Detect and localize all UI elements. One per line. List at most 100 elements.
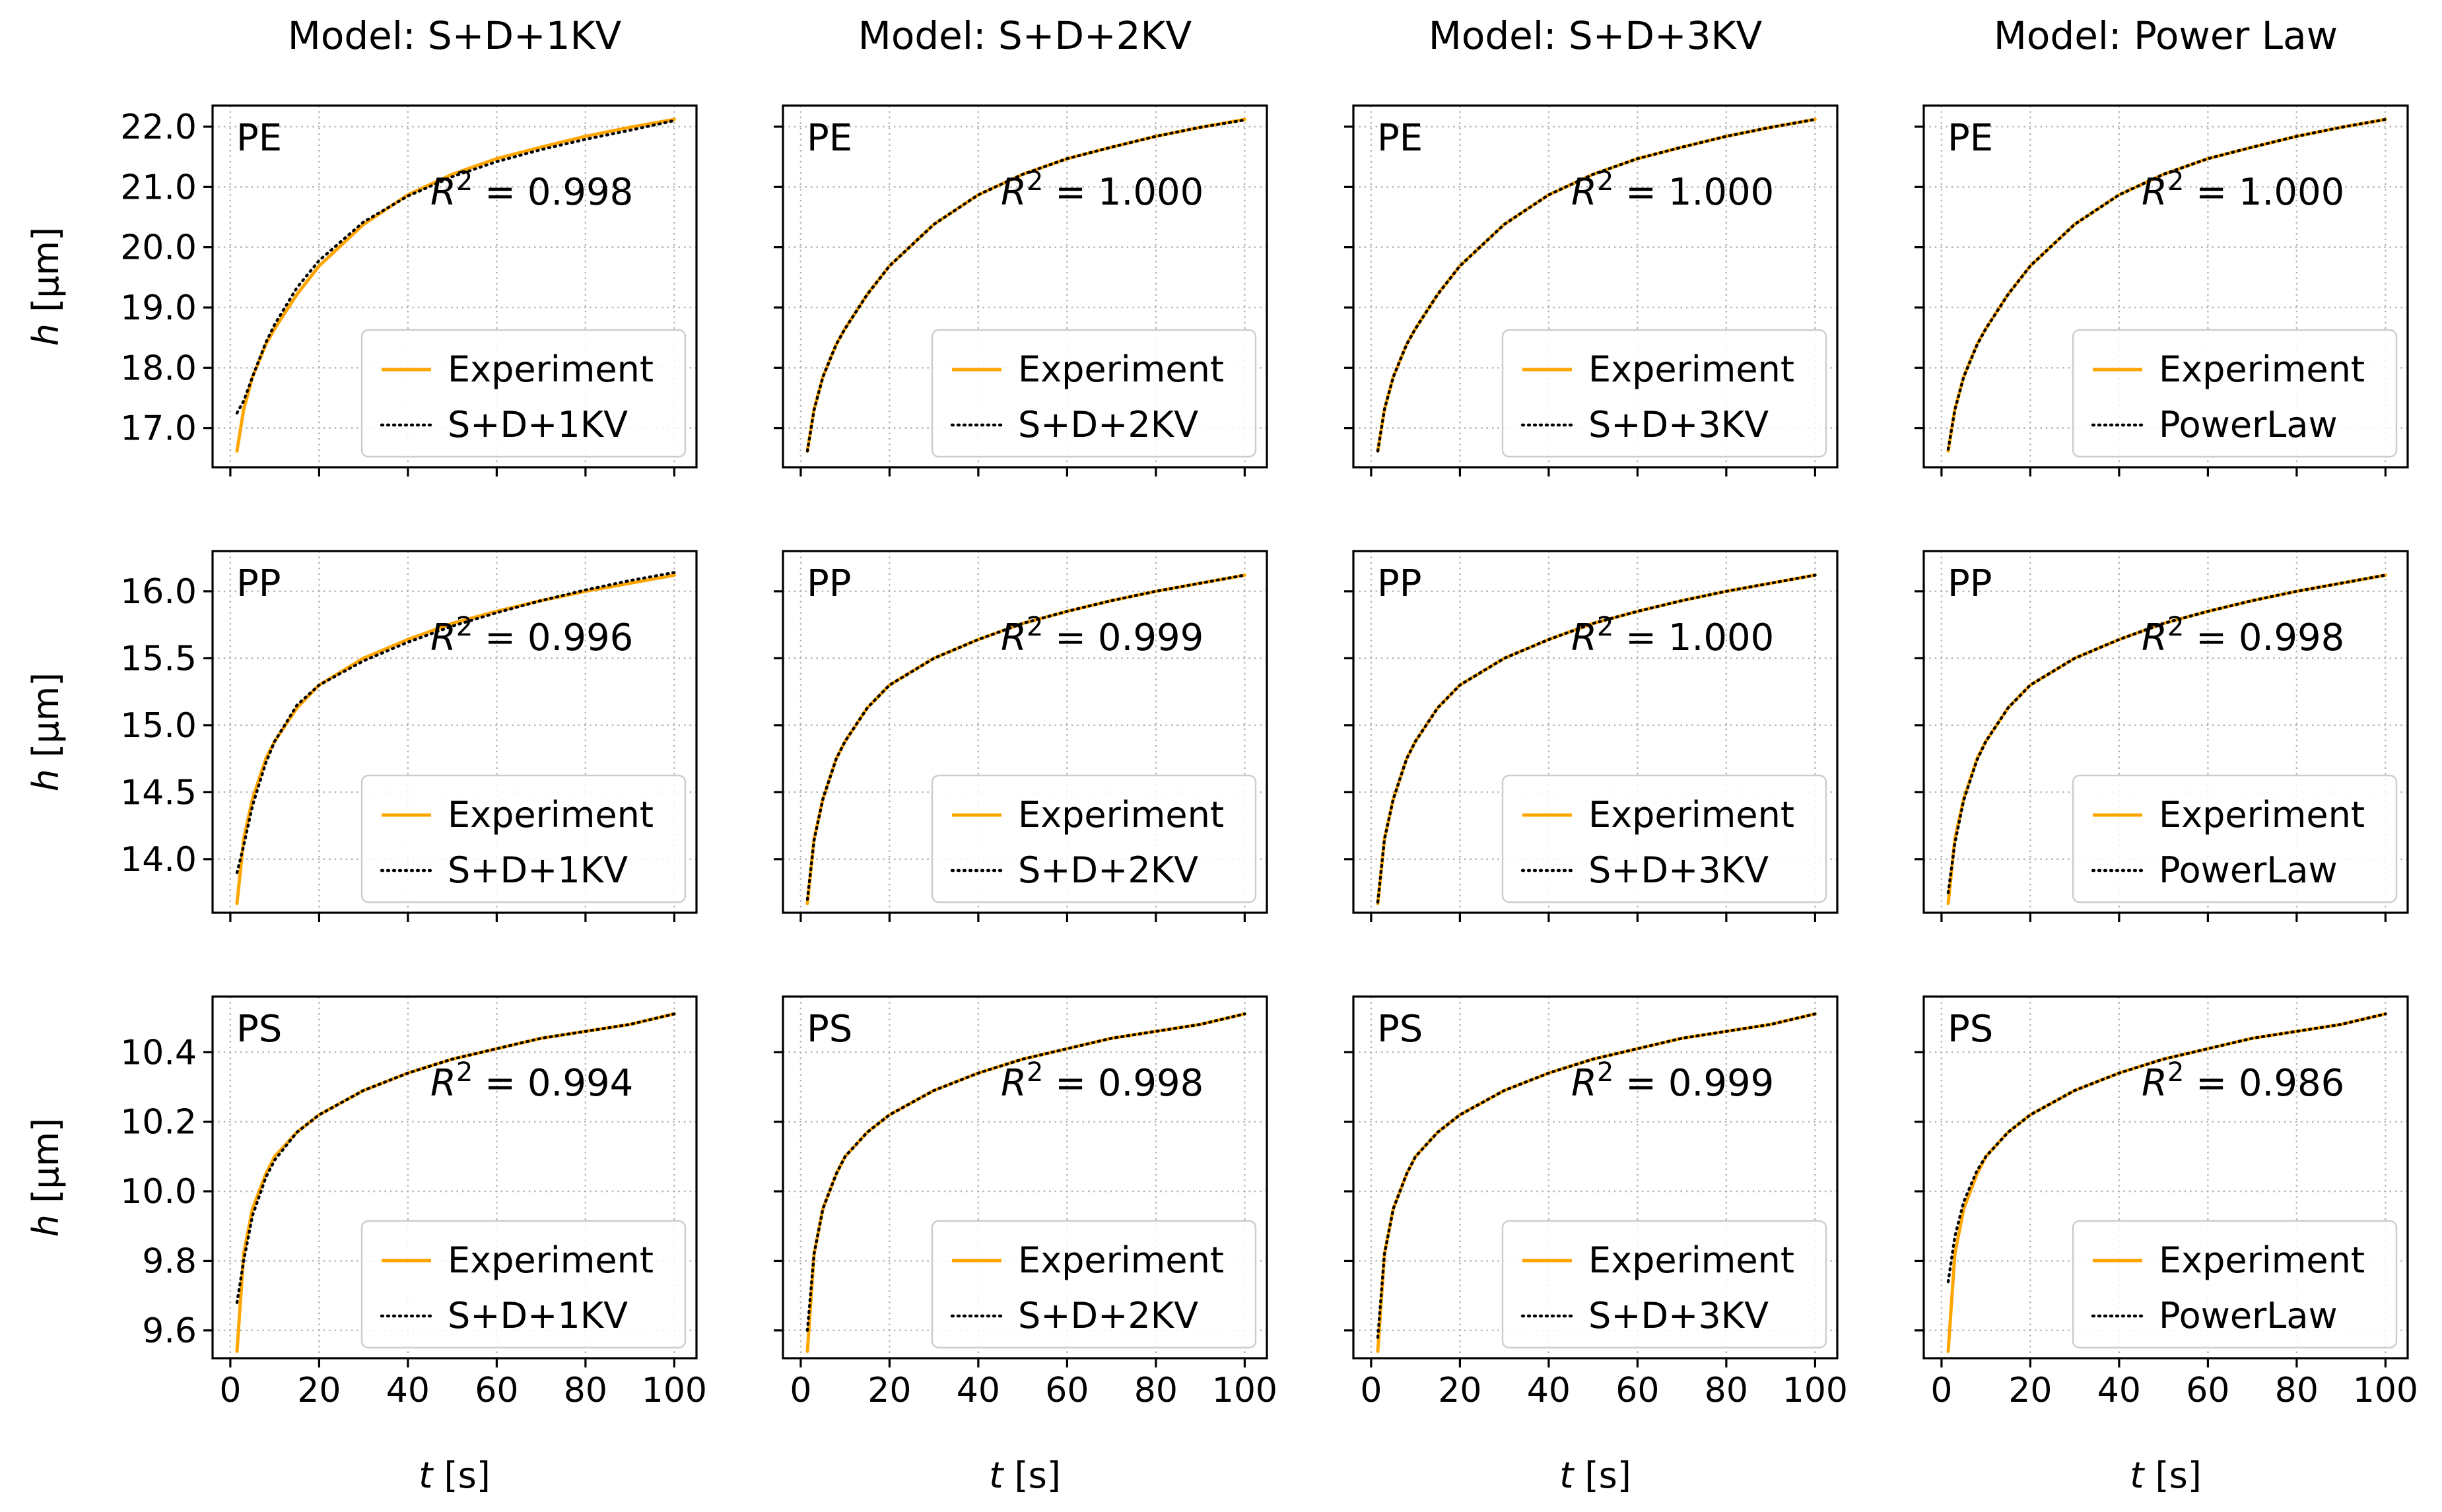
r2-value: = 1.000 (1613, 171, 1774, 214)
r2-superscript: 2 (2167, 1057, 2184, 1088)
y-axis-label: h [μm] (25, 673, 67, 792)
r2-symbol: R (1001, 171, 1027, 214)
legend-experiment-label: Experiment (448, 348, 654, 390)
x-axis-unit: [s] (1003, 1455, 1060, 1496)
legend-experiment-label: Experiment (1018, 348, 1224, 390)
legend-model-label: S+D+3KV (1588, 404, 1769, 445)
legend-box (360, 774, 687, 904)
legend: Experiment S+D+3KV (1501, 774, 1827, 904)
y-tick-label: 10.0 (120, 1172, 197, 1212)
plot-frame (211, 995, 698, 1360)
legend-model-label: PowerLaw (2159, 404, 2338, 445)
material-label: PP (1377, 562, 1422, 605)
x-axis-variable: t (989, 1455, 1004, 1496)
legend-experiment-label: Experiment (448, 1239, 654, 1281)
legend-box (1501, 774, 1827, 904)
y-tick-label: 22.0 (120, 108, 197, 147)
r2-superscript: 2 (456, 612, 473, 642)
plot-frame (782, 550, 1268, 914)
y-tick-label: 10.4 (120, 1033, 197, 1072)
legend-experiment-label: Experiment (448, 794, 654, 836)
r2-annotation: R2 = 0.996 (430, 612, 633, 659)
legend: Experiment S+D+1KV (360, 329, 687, 458)
legend-model-label: S+D+3KV (1588, 849, 1769, 891)
r2-annotation: R2 = 1.000 (2142, 166, 2344, 214)
y-tick-label: 14.5 (120, 773, 197, 812)
r2-annotation: R2 = 0.999 (1001, 612, 1204, 659)
r2-value: = 0.998 (473, 171, 633, 214)
r2-superscript: 2 (456, 1057, 473, 1088)
subplot-ps-4: 0 20 40 60 80 100 PS R2 = 0.986 Experiment PowerL… (1915, 995, 2418, 1496)
x-tick-label: 20 (297, 1371, 341, 1410)
r2-symbol: R (1001, 1062, 1027, 1105)
legend-experiment-label: Experiment (1588, 1239, 1794, 1281)
x-tick-label: 0 (1360, 1371, 1382, 1410)
model-series-line (1946, 1012, 2387, 1284)
x-axis-unit: [s] (1573, 1455, 1631, 1496)
r2-symbol: R (430, 1062, 456, 1105)
x-tick-label: 80 (2275, 1371, 2319, 1410)
r2-value: = 0.986 (2184, 1062, 2344, 1105)
r2-superscript: 2 (1027, 166, 1043, 197)
y-tick-label: 19.0 (120, 288, 197, 328)
legend-box (931, 329, 1257, 458)
subplot-pp-1: 14.0 14.5 15.0 15.5 16.0 PP R2 = 0.996 Experime… (120, 550, 698, 922)
x-tick-label: 20 (867, 1371, 911, 1410)
x-tick-label: 20 (1438, 1371, 1481, 1410)
x-tick-label: 60 (1045, 1371, 1089, 1410)
y-tick-label: 10.2 (120, 1103, 197, 1142)
model-series-line (1376, 1012, 1817, 1339)
r2-annotation: R2 = 1.000 (1571, 166, 1774, 214)
r2-superscript: 2 (1597, 1057, 1613, 1088)
r2-annotation: R2 = 0.986 (2142, 1057, 2344, 1105)
x-axis-unit: [s] (2144, 1455, 2201, 1496)
r2-symbol: R (1571, 171, 1597, 214)
y-tick-label: 15.5 (120, 639, 197, 678)
r2-value: = 0.996 (473, 616, 633, 659)
y-axis-unit: [μm] (25, 1118, 67, 1214)
plot-frame (1922, 550, 2409, 914)
legend-experiment-label: Experiment (2159, 1239, 2365, 1281)
legend: Experiment S+D+1KV (360, 774, 687, 904)
plot-frame (1352, 550, 1839, 914)
x-tick-label: 20 (2008, 1371, 2052, 1410)
material-label: PP (807, 562, 852, 605)
y-axis-unit: [μm] (25, 673, 67, 769)
legend-experiment-label: Experiment (2159, 794, 2365, 836)
model-series-line (1946, 117, 2387, 451)
y-axis-unit: [μm] (25, 227, 67, 323)
legend-model-label: PowerLaw (2159, 1295, 2338, 1336)
legend-experiment-label: Experiment (1018, 794, 1224, 836)
x-axis-variable: t (2130, 1455, 2145, 1496)
x-tick-label: 40 (386, 1371, 430, 1410)
material-label: PS (1377, 1008, 1423, 1051)
material-label: PS (1948, 1008, 1993, 1051)
r2-value: = 0.998 (2184, 616, 2344, 659)
legend: Experiment PowerLaw (2072, 1220, 2398, 1349)
column-title: Model: Power Law (1994, 13, 2338, 58)
material-label: PP (236, 562, 281, 605)
r2-symbol: R (430, 171, 456, 214)
legend-model-label: S+D+2KV (1018, 849, 1198, 891)
legend-box (1501, 1220, 1827, 1349)
y-axis-variable: h (25, 769, 67, 791)
r2-symbol: R (2142, 171, 2167, 214)
legend-box (2072, 1220, 2398, 1349)
y-tick-label: 9.6 (142, 1311, 197, 1351)
plot-frame (1352, 104, 1839, 469)
experiment-series-line (235, 117, 676, 453)
r2-symbol: R (430, 616, 456, 659)
x-tick-label: 100 (2353, 1371, 2418, 1410)
model-series-line (235, 119, 676, 414)
subplot-pp-4: PP R2 = 0.998 Experiment PowerLaw (1915, 550, 2409, 922)
legend: Experiment S+D+1KV (360, 1220, 687, 1349)
subplot-pp-3: PP R2 = 1.000 Experiment S+D+3KV (1344, 550, 1839, 922)
x-axis-label: t [s] (1559, 1455, 1631, 1496)
x-tick-label: 80 (1134, 1371, 1178, 1410)
r2-value: = 0.999 (1043, 616, 1204, 659)
legend-model-label: S+D+2KV (1018, 1295, 1198, 1336)
r2-superscript: 2 (1027, 1057, 1043, 1088)
x-tick-label: 40 (957, 1371, 1000, 1410)
legend: Experiment S+D+2KV (931, 329, 1257, 458)
